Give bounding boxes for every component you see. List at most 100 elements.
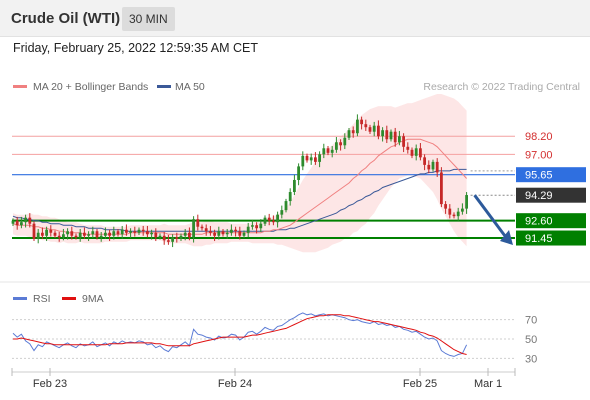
candle-body bbox=[419, 148, 422, 158]
candle bbox=[259, 219, 263, 232]
projection-arrow-line bbox=[473, 194, 507, 237]
x-tick-label: Feb 23 bbox=[33, 378, 67, 390]
candle bbox=[427, 160, 431, 174]
candle-body bbox=[36, 232, 40, 239]
candle-body bbox=[423, 157, 426, 165]
rsi-tick-30: 30 bbox=[525, 353, 537, 365]
candle bbox=[179, 233, 183, 242]
candle bbox=[393, 127, 397, 147]
candle-body bbox=[175, 237, 179, 239]
candle-body bbox=[133, 231, 137, 233]
candle-body bbox=[448, 208, 452, 215]
candle-body bbox=[62, 234, 65, 238]
candle bbox=[116, 228, 120, 237]
candle-body bbox=[251, 225, 254, 227]
candle bbox=[125, 224, 128, 236]
candle bbox=[87, 231, 90, 242]
candle bbox=[435, 158, 439, 177]
candle bbox=[452, 212, 456, 219]
candle-body bbox=[24, 217, 27, 223]
candle-body bbox=[57, 235, 61, 238]
rsi-tick-70: 70 bbox=[525, 315, 537, 327]
level-label-98-20: 98.20 bbox=[525, 131, 553, 143]
candle bbox=[133, 226, 137, 237]
candle bbox=[146, 225, 149, 238]
candle bbox=[74, 233, 78, 240]
candle bbox=[309, 153, 313, 165]
candle bbox=[356, 114, 359, 137]
candle-body bbox=[183, 232, 187, 236]
candle bbox=[167, 235, 170, 245]
legend-swatch-ma50 bbox=[157, 85, 171, 88]
candle-body bbox=[125, 229, 128, 233]
candle-body bbox=[406, 146, 410, 150]
candle bbox=[364, 119, 368, 131]
rsi-ma-line bbox=[13, 314, 467, 355]
candle-body bbox=[461, 208, 464, 212]
candle-body bbox=[66, 231, 69, 235]
candle-body bbox=[410, 149, 414, 156]
candle-body bbox=[255, 225, 258, 229]
candle-body bbox=[91, 231, 95, 235]
candle bbox=[36, 228, 40, 244]
candle bbox=[11, 218, 15, 226]
candle bbox=[246, 222, 250, 238]
candle bbox=[406, 142, 410, 154]
candle-body bbox=[301, 155, 305, 167]
candle-body bbox=[104, 232, 107, 236]
candle bbox=[381, 127, 384, 142]
legend-label-ma20: MA 20 + Bollinger Bands bbox=[33, 81, 148, 93]
candle-body bbox=[381, 130, 384, 137]
candle-body bbox=[385, 130, 389, 140]
candle bbox=[154, 228, 158, 242]
candle bbox=[45, 226, 48, 242]
main-legend: MA 20 + Bollinger Bands MA 50 bbox=[13, 81, 205, 93]
candle-body bbox=[293, 179, 296, 193]
candle bbox=[57, 231, 61, 242]
candle-body bbox=[11, 220, 15, 224]
candle bbox=[108, 229, 111, 242]
candle-body bbox=[272, 220, 275, 223]
candle-body bbox=[339, 142, 342, 146]
candle bbox=[183, 228, 187, 241]
candle-body bbox=[158, 235, 162, 238]
level-label-95-65: 95.65 bbox=[525, 170, 553, 182]
watermark-text: Research © 2022 Trading Central bbox=[423, 81, 580, 93]
candle-body bbox=[45, 229, 48, 236]
candle-body bbox=[322, 148, 326, 155]
x-tick-label: Feb 24 bbox=[218, 378, 252, 390]
candle bbox=[423, 154, 426, 171]
candle-body bbox=[192, 219, 195, 238]
candle bbox=[238, 226, 242, 240]
candle-body bbox=[225, 232, 229, 235]
candle-body bbox=[230, 229, 233, 233]
candle bbox=[255, 222, 258, 234]
candle-body bbox=[360, 119, 363, 125]
candle bbox=[137, 227, 141, 236]
candle-body bbox=[234, 229, 237, 232]
candle bbox=[431, 159, 435, 172]
candle bbox=[448, 204, 452, 219]
candle-body bbox=[267, 217, 271, 221]
candle bbox=[158, 233, 162, 240]
candle-body bbox=[162, 235, 166, 241]
candle-body bbox=[318, 154, 321, 162]
candle-body bbox=[377, 125, 380, 137]
candle bbox=[330, 146, 334, 158]
candle-body bbox=[444, 204, 447, 209]
candle bbox=[24, 214, 27, 228]
candle bbox=[377, 120, 380, 140]
candle-body bbox=[402, 136, 405, 147]
candle-body bbox=[70, 231, 74, 236]
candle-body bbox=[284, 201, 288, 211]
projection-arrow-head bbox=[500, 230, 513, 246]
candle bbox=[385, 125, 389, 144]
candle-body bbox=[150, 232, 153, 235]
timeframe-badge[interactable]: 30 MIN bbox=[122, 7, 175, 31]
candle bbox=[456, 207, 460, 221]
candle bbox=[66, 228, 69, 240]
candle-body bbox=[393, 131, 397, 143]
candle bbox=[162, 231, 166, 245]
candle-body bbox=[356, 119, 359, 134]
candle-body bbox=[108, 232, 111, 236]
